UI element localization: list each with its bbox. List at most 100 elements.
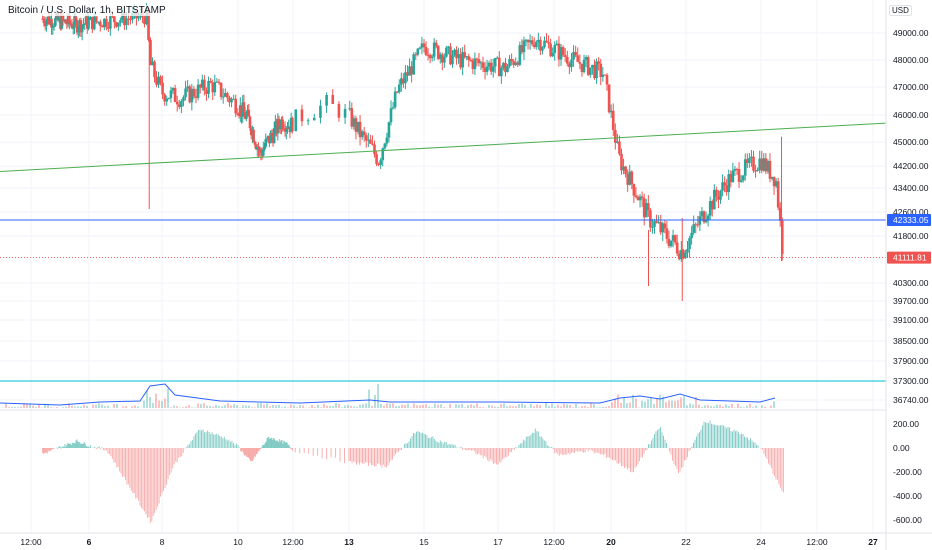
volume-bar: [74, 406, 76, 408]
candle-body: [103, 18, 106, 28]
candle-body: [686, 249, 689, 253]
candle-body: [186, 86, 189, 89]
candle-body: [510, 58, 513, 62]
candle-body: [690, 232, 693, 239]
oscillator-axis[interactable]: 200.00 0.00 -200.00 -400.00 -600.00: [893, 419, 922, 525]
volume-bar: [230, 405, 232, 408]
volume-bar: [347, 404, 349, 408]
price-axis[interactable]: 49000.00 48000.00 47000.00 46000.00 45000.00…: [893, 4, 929, 405]
candle-body: [568, 63, 571, 68]
volume-bar: [38, 404, 40, 408]
candle-body: [518, 45, 522, 65]
candle-body: [675, 242, 679, 254]
candle-body: [624, 166, 627, 175]
candle-body: [64, 19, 67, 24]
candle-body: [475, 58, 479, 60]
candle-body: [537, 39, 540, 42]
volume-bar: [491, 405, 493, 408]
candle-body: [692, 224, 695, 233]
candle-body: [595, 61, 598, 79]
volume-bar: [584, 405, 586, 408]
candle-body: [367, 139, 370, 141]
candle-body: [700, 211, 704, 217]
volume-bar: [8, 407, 10, 408]
price-tick-label: 38500.00: [893, 336, 929, 346]
candle-body: [161, 82, 164, 95]
candle-body: [223, 93, 227, 97]
volume-bar: [650, 397, 652, 408]
volume-bar: [674, 400, 676, 408]
candle-body: [684, 252, 687, 259]
time-tick-label: 27: [868, 537, 878, 547]
volume-bar: [302, 405, 304, 408]
volume-bar: [422, 404, 424, 408]
volume-bar: [272, 405, 274, 408]
volume-bar: [653, 403, 655, 408]
candle-body: [557, 43, 561, 60]
price-tick-label: 48000.00: [893, 55, 929, 65]
candle-body: [354, 118, 358, 132]
candle-body: [127, 18, 130, 20]
candle-body: [622, 166, 625, 171]
candle-body: [284, 127, 288, 132]
volume-bar: [632, 394, 634, 408]
price-tick-label: 42600.00: [893, 207, 929, 217]
candle-body: [776, 181, 780, 208]
candle-body: [508, 58, 511, 67]
volume-bar: [113, 404, 115, 408]
candle-body: [481, 62, 485, 68]
price-tick-label: 47000.00: [893, 82, 929, 92]
candle-body: [61, 15, 65, 21]
volume-bar: [65, 406, 67, 408]
candle-body: [169, 90, 173, 98]
price-tags: 42333.05 41111.81: [887, 214, 931, 264]
volume-bar: [524, 405, 526, 408]
candle-body: [559, 47, 563, 60]
volume-bar: [344, 405, 346, 408]
volume-bar: [710, 406, 712, 408]
candle-body: [774, 181, 778, 187]
candle-body: [109, 16, 112, 29]
candle-body: [719, 190, 722, 200]
candle-body: [463, 52, 466, 58]
candle-body: [408, 66, 411, 76]
candle-body: [343, 108, 347, 118]
volume-bar: [749, 403, 751, 408]
candle-body: [319, 105, 322, 118]
candle-body: [677, 253, 681, 260]
candle-body: [514, 62, 518, 65]
oscillator-tick-label: -200.00: [893, 467, 922, 477]
candle-body: [638, 196, 642, 201]
candle-body: [325, 94, 328, 106]
candle-body: [60, 15, 64, 29]
candle-body: [414, 54, 418, 56]
candle-body: [469, 59, 473, 61]
volume-bar: [62, 407, 64, 408]
candle-body: [200, 79, 204, 88]
candle-body: [348, 108, 352, 110]
volume-bar: [236, 405, 238, 408]
candle-body: [489, 62, 493, 72]
volume-bar: [536, 404, 538, 408]
time-axis[interactable]: 12:00 6 8 10 12:00 13 15 17 12:00 20 22 24 12:00 27: [20, 537, 878, 547]
price-tag-bg: [887, 214, 931, 227]
candle-body: [159, 76, 162, 83]
candle-body: [190, 88, 194, 103]
candle-body: [74, 16, 78, 21]
candle-body: [611, 110, 615, 130]
price-pane[interactable]: [0, 3, 887, 408]
volume-bar: [662, 396, 664, 408]
candle-body: [404, 72, 407, 84]
candle-body: [572, 52, 575, 60]
candle-body: [649, 210, 652, 228]
volume-bar: [98, 403, 100, 408]
volume-bar: [671, 400, 673, 408]
candle-body: [395, 91, 399, 93]
volume-bar: [449, 403, 451, 408]
candle-body: [447, 46, 450, 48]
candle-body: [373, 144, 376, 155]
currency-button[interactable]: USD: [889, 5, 912, 16]
oscillator-pane[interactable]: [42, 420, 784, 523]
volume-bar: [722, 406, 724, 408]
